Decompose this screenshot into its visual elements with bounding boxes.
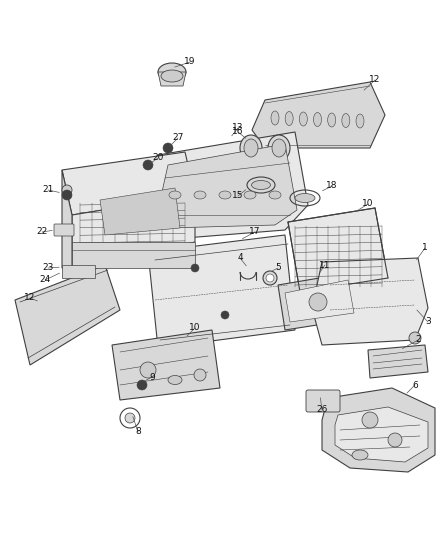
FancyBboxPatch shape bbox=[306, 390, 340, 412]
Polygon shape bbox=[62, 152, 195, 215]
Ellipse shape bbox=[244, 191, 256, 199]
Text: 10: 10 bbox=[362, 199, 374, 208]
Polygon shape bbox=[62, 170, 72, 268]
Ellipse shape bbox=[168, 376, 182, 384]
Text: 8: 8 bbox=[135, 427, 141, 437]
Ellipse shape bbox=[158, 63, 186, 81]
Circle shape bbox=[362, 412, 378, 428]
Circle shape bbox=[194, 369, 206, 381]
Polygon shape bbox=[148, 132, 308, 240]
Text: 15: 15 bbox=[232, 191, 244, 200]
Polygon shape bbox=[112, 330, 220, 400]
Text: 26: 26 bbox=[316, 406, 328, 415]
Polygon shape bbox=[335, 407, 428, 462]
Circle shape bbox=[388, 433, 402, 447]
Circle shape bbox=[62, 190, 72, 200]
Circle shape bbox=[409, 332, 421, 344]
Circle shape bbox=[221, 311, 229, 319]
Text: 1: 1 bbox=[422, 244, 428, 253]
Ellipse shape bbox=[342, 114, 350, 127]
Polygon shape bbox=[322, 388, 435, 472]
Ellipse shape bbox=[169, 191, 181, 199]
Text: 21: 21 bbox=[42, 185, 54, 195]
Text: 27: 27 bbox=[172, 133, 184, 142]
FancyBboxPatch shape bbox=[54, 224, 74, 236]
Circle shape bbox=[125, 413, 135, 423]
Text: 16: 16 bbox=[232, 127, 244, 136]
Polygon shape bbox=[252, 82, 385, 148]
Circle shape bbox=[309, 293, 327, 311]
Ellipse shape bbox=[314, 112, 321, 126]
Text: 12: 12 bbox=[369, 76, 381, 85]
Polygon shape bbox=[368, 345, 428, 378]
Text: 9: 9 bbox=[149, 373, 155, 382]
Text: 18: 18 bbox=[326, 182, 338, 190]
Text: 3: 3 bbox=[425, 318, 431, 327]
Ellipse shape bbox=[194, 191, 206, 199]
Polygon shape bbox=[158, 144, 297, 228]
Ellipse shape bbox=[328, 113, 336, 127]
Polygon shape bbox=[15, 265, 120, 365]
Circle shape bbox=[143, 160, 153, 170]
Text: 10: 10 bbox=[189, 324, 201, 333]
Polygon shape bbox=[158, 72, 186, 86]
Polygon shape bbox=[100, 188, 180, 235]
Circle shape bbox=[120, 408, 140, 428]
Polygon shape bbox=[312, 258, 428, 345]
Ellipse shape bbox=[295, 193, 315, 203]
Ellipse shape bbox=[219, 191, 231, 199]
Circle shape bbox=[191, 264, 199, 272]
Text: 23: 23 bbox=[42, 263, 54, 272]
Polygon shape bbox=[72, 195, 195, 268]
Text: 13: 13 bbox=[232, 124, 244, 133]
Text: 20: 20 bbox=[152, 154, 164, 163]
Polygon shape bbox=[288, 208, 388, 292]
Polygon shape bbox=[285, 280, 354, 322]
Ellipse shape bbox=[299, 112, 307, 126]
Polygon shape bbox=[278, 272, 362, 330]
Ellipse shape bbox=[272, 139, 286, 157]
Circle shape bbox=[263, 271, 277, 285]
Ellipse shape bbox=[356, 114, 364, 128]
Ellipse shape bbox=[268, 135, 290, 161]
Text: 17: 17 bbox=[249, 228, 261, 237]
Ellipse shape bbox=[285, 111, 293, 125]
Ellipse shape bbox=[352, 450, 368, 460]
Ellipse shape bbox=[269, 191, 281, 199]
Text: 5: 5 bbox=[275, 263, 281, 272]
Circle shape bbox=[62, 185, 72, 195]
Ellipse shape bbox=[271, 111, 279, 125]
Text: 12: 12 bbox=[25, 294, 35, 303]
Circle shape bbox=[137, 380, 147, 390]
Circle shape bbox=[140, 362, 156, 378]
Ellipse shape bbox=[251, 181, 271, 190]
Text: 19: 19 bbox=[184, 58, 196, 67]
Text: 2: 2 bbox=[415, 335, 421, 344]
Circle shape bbox=[163, 143, 173, 153]
Text: 24: 24 bbox=[39, 276, 51, 285]
Text: 22: 22 bbox=[36, 228, 48, 237]
Ellipse shape bbox=[161, 70, 183, 82]
Polygon shape bbox=[148, 235, 295, 348]
Ellipse shape bbox=[240, 135, 262, 161]
Polygon shape bbox=[62, 265, 95, 278]
Text: 4: 4 bbox=[237, 254, 243, 262]
Text: 6: 6 bbox=[412, 381, 418, 390]
Text: 11: 11 bbox=[319, 261, 331, 270]
Polygon shape bbox=[72, 242, 195, 268]
Ellipse shape bbox=[244, 139, 258, 157]
Circle shape bbox=[266, 274, 274, 282]
